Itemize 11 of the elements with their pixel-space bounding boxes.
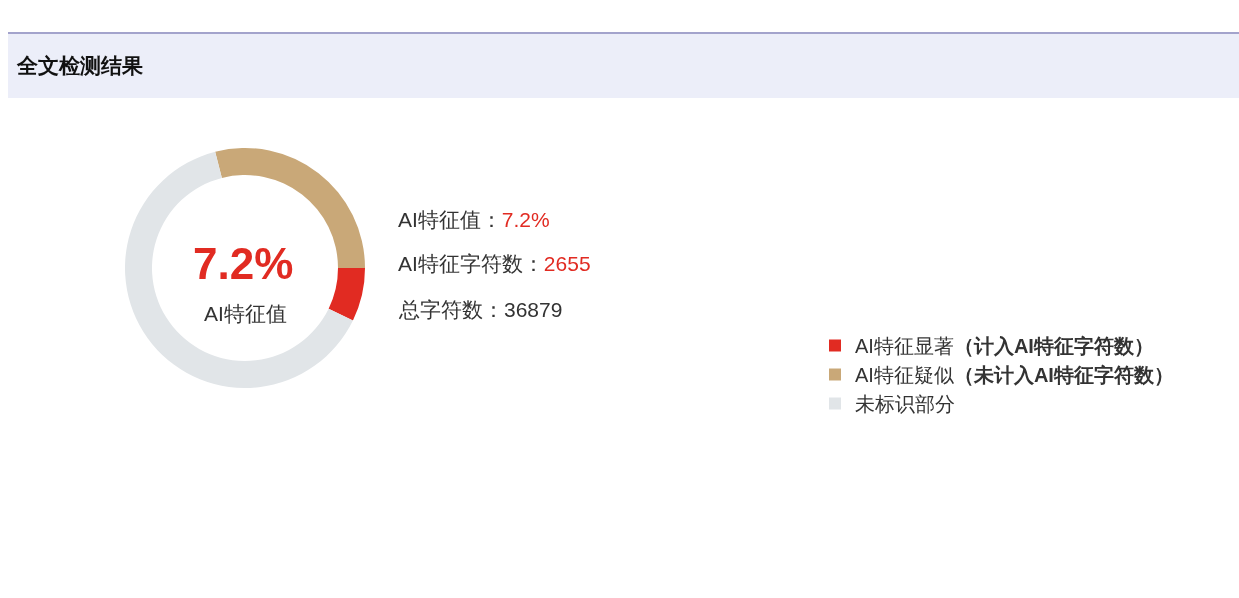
text: AI特征字符数：2655 <box>398 252 591 275</box>
text: 总字符数：36879 <box>398 298 563 321</box>
text: AI特征值 <box>204 302 287 325</box>
text: AI特征值：7.2% <box>398 208 550 231</box>
text: 7.2% <box>193 239 294 288</box>
legend-label: AI特征显著（计入AI特征字符数） <box>855 335 1154 358</box>
legend-label: AI特征疑似（未计入AI特征字符数） <box>855 364 1174 387</box>
legend-label: 未标识部分 <box>855 393 955 416</box>
chart-title: 全文检测结果 <box>16 54 143 78</box>
donut-slice <box>328 268 365 321</box>
donut-slice <box>125 151 353 388</box>
